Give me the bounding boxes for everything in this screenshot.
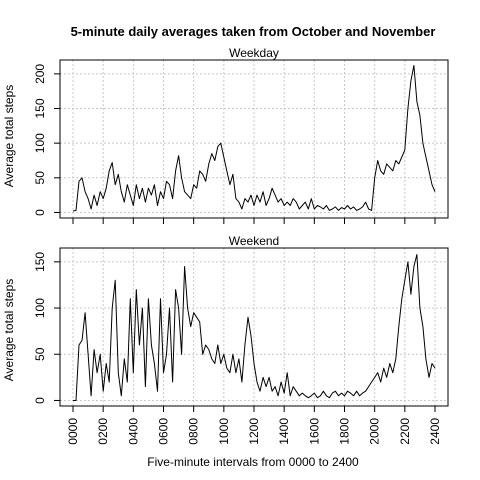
x-tick-label-12: 2400 [428,418,442,445]
x-tick-label-4: 0800 [187,418,201,445]
x-tick-label-0: 0000 [66,418,80,445]
y-tick-label-0-4: 200 [33,64,47,84]
x-tick-label-1: 0200 [96,418,110,445]
y-tick-label-1-3: 150 [33,252,47,272]
y-tick-label-1-1: 50 [33,347,47,361]
y-tick-label-0-1: 50 [33,171,47,185]
x-tick-label-3: 0600 [157,418,171,445]
y-axis-label-weekend: Average total steps [2,279,16,382]
y-tick-label-1-2: 100 [33,298,47,318]
plot-frame-1 [59,247,449,407]
x-tick-label-9: 1800 [338,418,352,445]
panel-weekend: Weekend 0 50 100 150 [33,234,449,407]
x-tick-label-7: 1400 [277,418,291,445]
y-tick-label-0-3: 150 [33,98,47,118]
x-tick-label-5: 1000 [217,418,231,445]
panel-title-weekday: Weekday [229,46,279,60]
plot-frame-0 [59,59,449,219]
series-line-weekend [73,254,436,401]
x-tick-label-8: 1600 [307,418,321,445]
y-tick-label-1-0: 0 [33,397,47,404]
y-tick-label-0-2: 100 [33,133,47,153]
series-line-weekday [72,65,436,212]
x-tick-label-10: 2000 [368,418,382,445]
x-tick-label-6: 1200 [247,418,261,445]
x-tick-label-2: 0400 [126,418,140,445]
y-tick-label-0-0: 0 [33,209,47,216]
panel-title-weekend: Weekend [229,234,279,248]
chart-title: 5-minute daily averages taken from Octob… [71,24,436,39]
x-tick-label-11: 2200 [398,418,412,445]
x-axis-label: Five-minute intervals from 0000 to 2400 [147,455,359,469]
y-axis-label-weekday: Average total steps [2,85,16,188]
panel-weekday: Weekday 0 50 100 150 200 [33,46,449,224]
x-axis: 0000 0200 0400 0600 0800 1000 1200 1400 1600 1800… [66,406,442,445]
